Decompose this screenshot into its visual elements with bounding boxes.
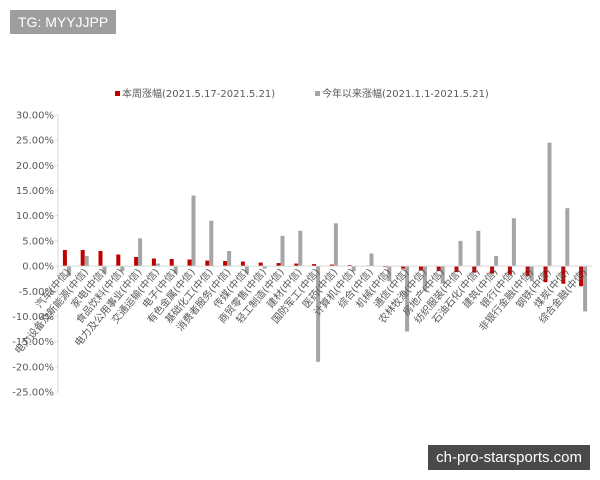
bar	[561, 266, 566, 284]
bar	[440, 266, 445, 284]
bar	[173, 266, 178, 274]
bar	[294, 263, 299, 267]
bar	[223, 261, 228, 267]
bar	[472, 266, 477, 273]
bar	[312, 264, 317, 267]
bar	[209, 220, 214, 267]
bar	[262, 266, 267, 269]
bar	[543, 266, 548, 283]
bar	[62, 249, 67, 267]
bar	[276, 263, 281, 267]
legend-swatch	[115, 91, 120, 96]
bar	[547, 142, 552, 267]
bar	[476, 230, 481, 267]
y-tick-label: -10.00%	[12, 312, 54, 323]
legend-label: 今年以来涨幅(2021.1.1-2021.5.21)	[322, 87, 489, 100]
y-tick-label: 10.00%	[16, 211, 54, 222]
y-tick-label: 20.00%	[16, 161, 54, 172]
bar	[298, 230, 303, 267]
y-tick-label: -5.00%	[19, 287, 54, 298]
bar	[151, 258, 156, 267]
bar	[579, 266, 584, 287]
y-tick-label: 30.00%	[16, 111, 54, 122]
bar	[369, 253, 374, 267]
bar	[258, 262, 263, 267]
bar	[227, 250, 232, 267]
bar	[138, 238, 143, 267]
bar	[490, 266, 495, 274]
bar	[187, 259, 192, 267]
bar	[458, 240, 463, 267]
legend-swatch	[315, 91, 320, 96]
bar	[454, 266, 459, 273]
bar	[66, 266, 71, 277]
bar	[511, 218, 516, 267]
bar	[436, 266, 441, 272]
bar	[347, 265, 352, 267]
y-tick-label: 25.00%	[16, 136, 54, 147]
y-tick-label: -20.00%	[12, 362, 54, 373]
bar	[84, 256, 89, 267]
y-tick-label: -15.00%	[12, 337, 54, 348]
bar	[155, 263, 160, 267]
bar	[525, 266, 530, 277]
bar	[120, 266, 125, 272]
bar	[494, 256, 499, 267]
bar	[240, 261, 245, 267]
bar	[280, 235, 285, 267]
y-tick-label: 0.00%	[22, 262, 54, 273]
watermark: ch-pro-starsports.com	[428, 445, 590, 470]
bar	[244, 266, 249, 274]
bar	[387, 266, 392, 282]
bar	[134, 257, 139, 267]
bar	[116, 254, 121, 267]
bar	[383, 266, 388, 268]
bar	[405, 266, 410, 332]
bar	[418, 266, 423, 271]
y-tick-label: 15.00%	[16, 186, 54, 197]
bar	[583, 266, 588, 312]
bar	[507, 266, 512, 275]
bar	[351, 266, 356, 272]
bar	[565, 208, 570, 267]
bar	[169, 259, 174, 267]
y-tick-label: -25.00%	[12, 388, 54, 399]
bar	[316, 266, 321, 362]
bar	[191, 195, 196, 267]
bar	[80, 249, 85, 267]
bar	[329, 264, 334, 267]
bar	[102, 266, 107, 274]
bar	[98, 250, 103, 267]
bar	[422, 266, 427, 292]
watermark: TG: MYYJJPP	[10, 10, 117, 34]
bar	[529, 266, 534, 282]
legend-label: 本周涨幅(2021.5.17-2021.5.21)	[122, 87, 275, 100]
bar	[333, 223, 338, 267]
y-tick-label: 5.00%	[22, 236, 54, 247]
bar	[401, 266, 406, 269]
bar	[205, 260, 210, 267]
